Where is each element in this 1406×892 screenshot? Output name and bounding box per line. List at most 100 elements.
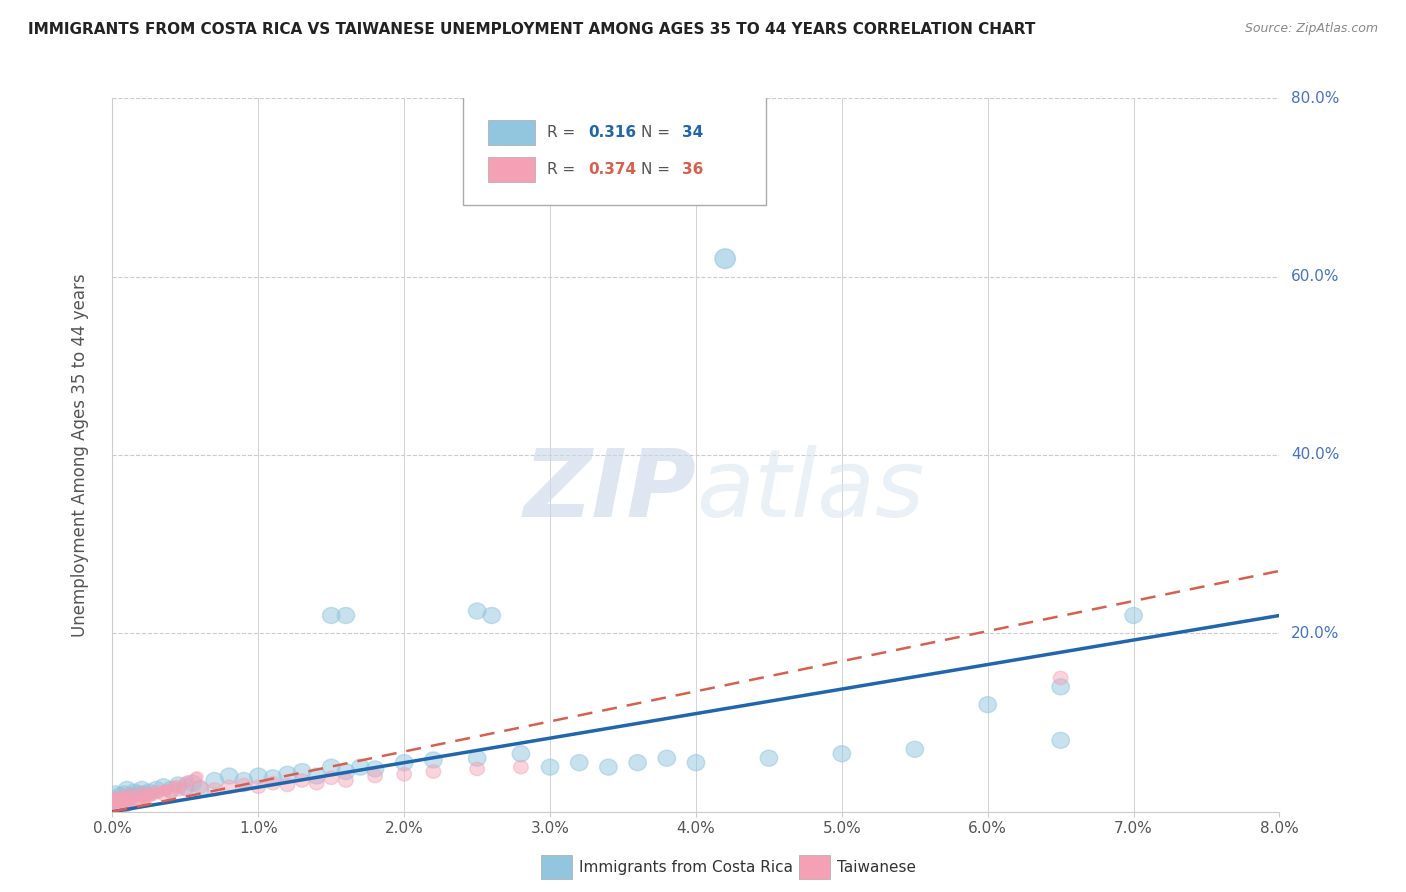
Ellipse shape xyxy=(470,762,485,775)
Text: 0.316: 0.316 xyxy=(589,125,637,140)
Ellipse shape xyxy=(148,781,165,797)
Ellipse shape xyxy=(108,805,120,816)
Ellipse shape xyxy=(115,786,134,802)
Ellipse shape xyxy=(156,787,172,801)
Ellipse shape xyxy=(264,770,281,786)
Text: 0.374: 0.374 xyxy=(589,162,637,177)
Ellipse shape xyxy=(121,801,132,812)
Ellipse shape xyxy=(139,793,150,804)
Ellipse shape xyxy=(159,785,170,796)
Ellipse shape xyxy=(571,755,588,771)
Ellipse shape xyxy=(221,768,238,784)
Ellipse shape xyxy=(122,792,138,805)
Ellipse shape xyxy=(159,785,172,796)
Ellipse shape xyxy=(160,785,172,796)
Ellipse shape xyxy=(153,788,165,798)
Ellipse shape xyxy=(512,746,530,762)
Ellipse shape xyxy=(395,755,413,771)
Text: 20.0%: 20.0% xyxy=(1291,626,1340,640)
Ellipse shape xyxy=(337,607,354,624)
Ellipse shape xyxy=(323,771,339,785)
Ellipse shape xyxy=(184,775,201,791)
Ellipse shape xyxy=(134,781,150,797)
Ellipse shape xyxy=(132,796,143,806)
Ellipse shape xyxy=(278,766,297,782)
Ellipse shape xyxy=(155,779,173,795)
Text: R =: R = xyxy=(547,125,579,140)
Ellipse shape xyxy=(468,603,486,619)
Ellipse shape xyxy=(235,772,253,789)
Ellipse shape xyxy=(252,780,266,794)
Ellipse shape xyxy=(468,750,486,766)
Ellipse shape xyxy=(121,788,139,804)
Ellipse shape xyxy=(118,781,136,797)
Ellipse shape xyxy=(905,741,924,757)
Ellipse shape xyxy=(761,750,778,766)
Ellipse shape xyxy=(484,607,501,624)
Ellipse shape xyxy=(367,761,384,777)
Ellipse shape xyxy=(132,796,143,806)
Ellipse shape xyxy=(141,784,157,800)
Text: IMMIGRANTS FROM COSTA RICA VS TAIWANESE UNEMPLOYMENT AMONG AGES 35 TO 44 YEARS C: IMMIGRANTS FROM COSTA RICA VS TAIWANESE … xyxy=(28,22,1035,37)
Ellipse shape xyxy=(120,801,131,812)
Ellipse shape xyxy=(146,790,159,801)
Ellipse shape xyxy=(309,776,323,790)
Ellipse shape xyxy=(111,788,128,804)
Ellipse shape xyxy=(979,697,997,713)
Y-axis label: Unemployment Among Ages 35 to 44 years: Unemployment Among Ages 35 to 44 years xyxy=(70,273,89,637)
Ellipse shape xyxy=(1052,732,1070,748)
Text: N =: N = xyxy=(641,162,675,177)
Ellipse shape xyxy=(541,759,558,775)
Ellipse shape xyxy=(714,249,735,268)
Ellipse shape xyxy=(322,759,340,775)
Ellipse shape xyxy=(688,755,704,771)
Ellipse shape xyxy=(120,789,135,803)
FancyBboxPatch shape xyxy=(488,120,534,145)
Ellipse shape xyxy=(170,783,186,796)
Ellipse shape xyxy=(190,772,201,783)
Ellipse shape xyxy=(1125,607,1142,624)
Ellipse shape xyxy=(193,780,207,794)
Ellipse shape xyxy=(426,764,440,778)
Ellipse shape xyxy=(136,786,153,802)
Text: Taiwanese: Taiwanese xyxy=(837,860,915,874)
Text: 36: 36 xyxy=(682,162,703,177)
Ellipse shape xyxy=(111,805,124,815)
Ellipse shape xyxy=(834,746,851,762)
Ellipse shape xyxy=(295,773,309,787)
Ellipse shape xyxy=(105,796,120,810)
Ellipse shape xyxy=(117,792,131,805)
Ellipse shape xyxy=(1052,679,1070,695)
Ellipse shape xyxy=(191,781,208,797)
Ellipse shape xyxy=(125,784,143,800)
Ellipse shape xyxy=(110,790,127,806)
Text: R =: R = xyxy=(547,162,579,177)
Ellipse shape xyxy=(170,780,183,791)
Ellipse shape xyxy=(236,778,252,792)
Ellipse shape xyxy=(368,769,382,783)
Ellipse shape xyxy=(107,786,124,802)
Ellipse shape xyxy=(135,787,149,801)
Ellipse shape xyxy=(169,777,187,793)
Ellipse shape xyxy=(110,796,124,810)
Ellipse shape xyxy=(322,607,340,624)
Text: atlas: atlas xyxy=(696,445,924,536)
Ellipse shape xyxy=(139,793,150,804)
Ellipse shape xyxy=(108,792,122,805)
Ellipse shape xyxy=(250,768,267,784)
Ellipse shape xyxy=(112,792,127,805)
Ellipse shape xyxy=(111,794,125,808)
Text: Source: ZipAtlas.com: Source: ZipAtlas.com xyxy=(1244,22,1378,36)
Ellipse shape xyxy=(163,786,179,799)
Ellipse shape xyxy=(352,759,370,775)
Ellipse shape xyxy=(1053,672,1069,685)
Ellipse shape xyxy=(183,775,194,786)
Ellipse shape xyxy=(207,783,222,796)
Ellipse shape xyxy=(149,786,163,799)
FancyBboxPatch shape xyxy=(488,157,534,182)
Ellipse shape xyxy=(308,768,325,784)
Ellipse shape xyxy=(127,789,142,803)
Ellipse shape xyxy=(396,767,412,781)
Text: 34: 34 xyxy=(682,125,703,140)
Text: N =: N = xyxy=(641,125,675,140)
